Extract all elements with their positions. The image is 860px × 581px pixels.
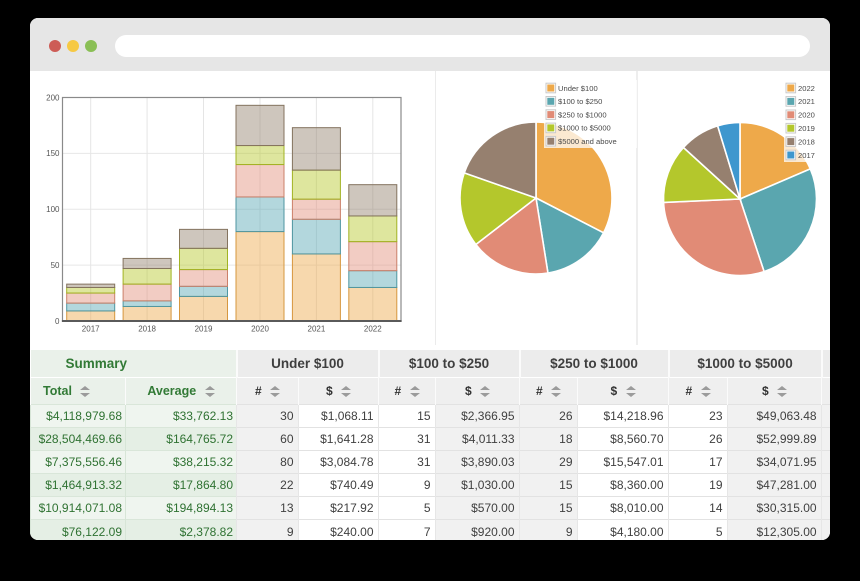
svg-text:2022: 2022 [798, 84, 815, 93]
svg-text:$100 to $250: $100 to $250 [558, 97, 602, 106]
svg-text:100: 100 [46, 205, 60, 214]
svg-text:2019: 2019 [195, 325, 213, 334]
svg-text:50: 50 [51, 261, 60, 270]
svg-text:2022: 2022 [364, 325, 382, 334]
svg-text:2018: 2018 [798, 137, 815, 146]
svg-text:$5000 and above: $5000 and above [558, 137, 617, 146]
svg-text:2020: 2020 [251, 325, 269, 334]
svg-text:150: 150 [46, 149, 60, 158]
svg-text:Under $100: Under $100 [558, 84, 598, 93]
svg-text:2017: 2017 [798, 151, 815, 160]
svg-text:$1000 to $5000: $1000 to $5000 [558, 124, 611, 133]
svg-text:2021: 2021 [308, 325, 326, 334]
svg-text:2020: 2020 [798, 111, 815, 120]
svg-text:2019: 2019 [798, 124, 815, 133]
svg-text:200: 200 [46, 93, 60, 102]
svg-text:2018: 2018 [138, 325, 156, 334]
svg-text:2021: 2021 [798, 97, 815, 106]
svg-text:2017: 2017 [82, 325, 100, 334]
svg-text:$250 to $1000: $250 to $1000 [558, 110, 607, 119]
svg-text:0: 0 [55, 317, 60, 326]
